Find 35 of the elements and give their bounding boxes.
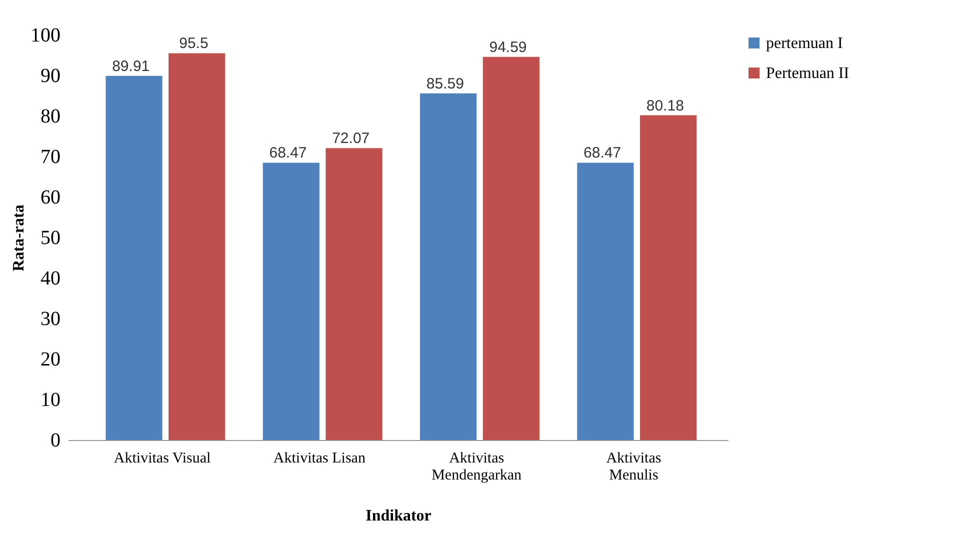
- data-label: 95.5: [179, 35, 208, 52]
- data-label: 85.59: [426, 75, 464, 92]
- data-label: 94.59: [489, 38, 527, 56]
- y-tick-label: 70: [40, 146, 60, 168]
- bar: [577, 162, 634, 440]
- data-label: 72.07: [332, 130, 370, 148]
- y-tick-label: 20: [40, 348, 60, 370]
- y-axis-title: Rata-rata: [10, 204, 28, 272]
- y-tick-label: 50: [40, 227, 60, 249]
- x-axis-title: Indikator: [366, 508, 432, 524]
- legend-label: Pertemuan II: [766, 65, 850, 82]
- bar: [168, 53, 226, 440]
- legend-label: pertemuan I: [766, 35, 843, 52]
- x-tick-label: Aktivitas Lisan: [273, 450, 366, 466]
- y-tick-label: 100: [30, 24, 60, 46]
- y-tick-label: 30: [40, 308, 60, 330]
- data-label: 68.47: [584, 144, 622, 162]
- x-tick-label: Aktivitas Visual: [114, 450, 211, 466]
- bar: [106, 76, 162, 440]
- bar: [262, 162, 320, 440]
- y-tick-label: 0: [50, 430, 60, 452]
- x-tick-label: Aktivitas Mendengarkan: [432, 450, 522, 484]
- data-label: 80.18: [646, 97, 684, 114]
- data-label: 89.91: [112, 58, 150, 75]
- bar: [482, 56, 540, 440]
- y-tick-label: 40: [40, 268, 60, 290]
- bar: [326, 148, 382, 440]
- y-tick-label: 10: [40, 389, 60, 411]
- x-tick-label: Aktivitas Menulis: [606, 450, 662, 484]
- y-tick-label: 60: [40, 186, 60, 208]
- bar: [640, 115, 697, 440]
- y-tick-label: 90: [40, 65, 60, 87]
- data-label: 68.47: [269, 144, 307, 162]
- y-tick-label: 80: [40, 106, 60, 128]
- bar: [420, 93, 477, 440]
